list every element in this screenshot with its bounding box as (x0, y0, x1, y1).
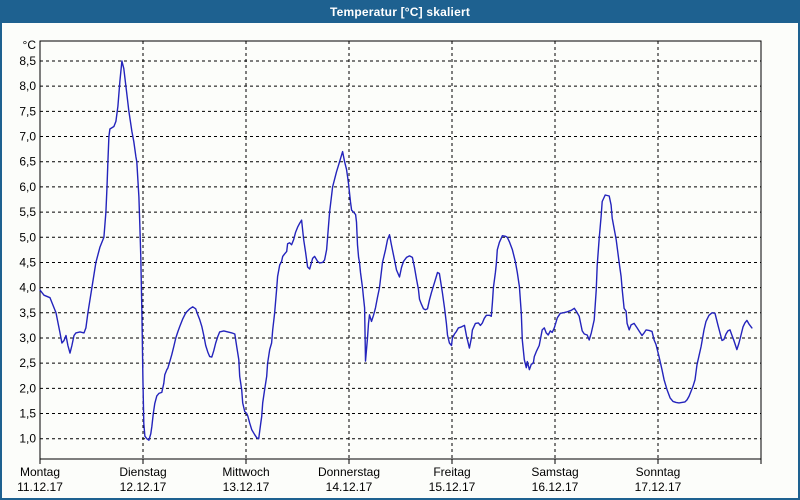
y-tick-label: 3,0 (19, 331, 36, 345)
x-date-label: 11.12.17 (17, 480, 63, 494)
y-tick-label: 8,0 (19, 79, 36, 93)
y-tick-label: 3,5 (19, 306, 36, 320)
temperature-line (39, 60, 753, 441)
y-axis-unit-label: °C (23, 38, 37, 52)
x-day-label: Montag (20, 465, 60, 479)
y-tick-label: 8,5 (19, 54, 36, 68)
y-tick-label: 7,5 (19, 104, 36, 118)
x-date-label: 14.12.17 (326, 480, 373, 494)
x-date-label: 13.12.17 (223, 480, 270, 494)
y-tick-label: 4,5 (19, 255, 36, 269)
x-day-label: Samstag (531, 465, 578, 479)
title-bar: Temperatur [°C] skaliert (2, 2, 798, 23)
window-title: Temperatur [°C] skaliert (329, 5, 471, 19)
y-tick-label: 5,5 (19, 205, 36, 219)
y-tick-label: 7,0 (19, 130, 36, 144)
x-day-label: Freitag (433, 465, 470, 479)
y-tick-label: 2,5 (19, 356, 36, 370)
y-tick-label: 2,0 (19, 381, 36, 395)
x-day-label: Sonntag (636, 465, 681, 479)
x-day-label: Dienstag (119, 465, 166, 479)
x-date-label: 15.12.17 (429, 480, 476, 494)
x-date-label: 17.12.17 (635, 480, 682, 494)
y-tick-label: 5,0 (19, 230, 36, 244)
x-date-label: 12.12.17 (120, 480, 167, 494)
y-tick-label: 6,5 (19, 155, 36, 169)
y-tick-label: 1,0 (19, 432, 36, 446)
x-day-label: Donnerstag (318, 465, 380, 479)
x-day-label: Mittwoch (222, 465, 269, 479)
y-tick-label: 6,0 (19, 180, 36, 194)
y-tick-label: 4,0 (19, 281, 36, 295)
y-tick-label: 1,5 (19, 407, 36, 421)
x-date-label: 16.12.17 (532, 480, 579, 494)
plot-border (39, 40, 762, 460)
